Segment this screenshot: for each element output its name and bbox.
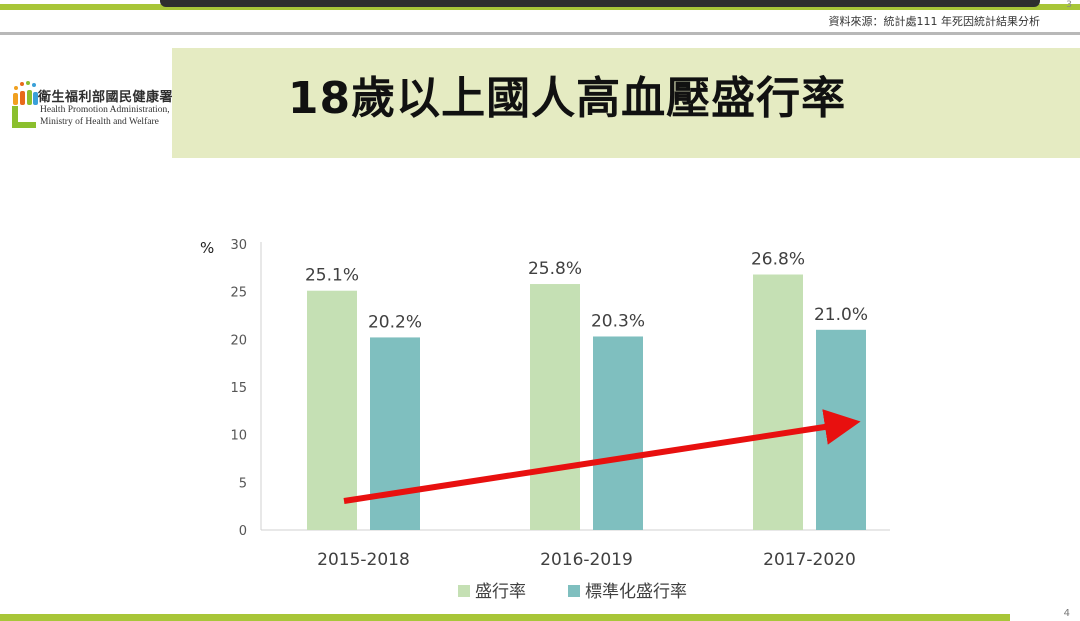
data-label: 25.1% (305, 266, 359, 286)
top-decoration-strip (0, 0, 1080, 12)
bar-prevalence-2 (753, 274, 803, 530)
legend-swatch-1 (568, 585, 580, 597)
source-note: 資料來源：統計處111 年死因統計結果分析 (828, 15, 1041, 28)
x-tick-label: 2017-2020 (763, 550, 856, 570)
data-label: 25.8% (528, 259, 582, 279)
data-label: 26.8% (751, 250, 805, 270)
y-tick-label: 30 (230, 238, 247, 253)
page-number-top: 3 (1066, 0, 1072, 10)
y-tick-label: 5 (239, 476, 247, 491)
data-label: 20.3% (591, 311, 645, 331)
y-tick-label: 15 (230, 381, 247, 396)
legend-swatch-0 (458, 585, 470, 597)
y-tick-label: 0 (239, 524, 247, 539)
title-band (172, 48, 1080, 158)
data-label: 20.2% (368, 312, 422, 332)
x-tick-label: 2016-2019 (540, 550, 633, 570)
bar-standardized-1 (593, 336, 643, 530)
x-tick-label: 2015-2018 (317, 550, 410, 570)
y-axis-label: % (200, 239, 214, 257)
top-dark-bar (160, 0, 1040, 7)
bar-prevalence-1 (530, 284, 580, 530)
bar-standardized-0 (370, 337, 420, 530)
page-title: 18歲以上國人高血壓盛行率 (287, 73, 847, 124)
bottom-green-bar (0, 614, 1010, 621)
bar-chart: % 0 5 10 15 20 25 30 25.1% 20.2% 2015-2018 25.8% 20.… (200, 238, 890, 602)
data-label: 21.0% (814, 305, 868, 325)
y-tick-label: 20 (230, 333, 247, 348)
header-divider (0, 32, 1080, 35)
y-tick-label: 10 (230, 429, 247, 444)
legend-label-1: 標準化盛行率 (585, 582, 687, 602)
logo-name-en-line2: Ministry of Health and Welfare (40, 117, 159, 127)
page-number-bottom: 4 (1063, 608, 1070, 619)
logo-name-en-line1: Health Promotion Administration, (40, 105, 170, 115)
trend-arrow-icon (343, 409, 861, 504)
logo-name-zh: 衛生福利部國民健康署 (38, 90, 174, 105)
legend-label-0: 盛行率 (475, 582, 526, 602)
bar-prevalence-0 (307, 290, 357, 530)
y-tick-label: 25 (230, 286, 247, 301)
hpa-logo-icon (12, 81, 38, 128)
top-green-line (0, 4, 1080, 10)
